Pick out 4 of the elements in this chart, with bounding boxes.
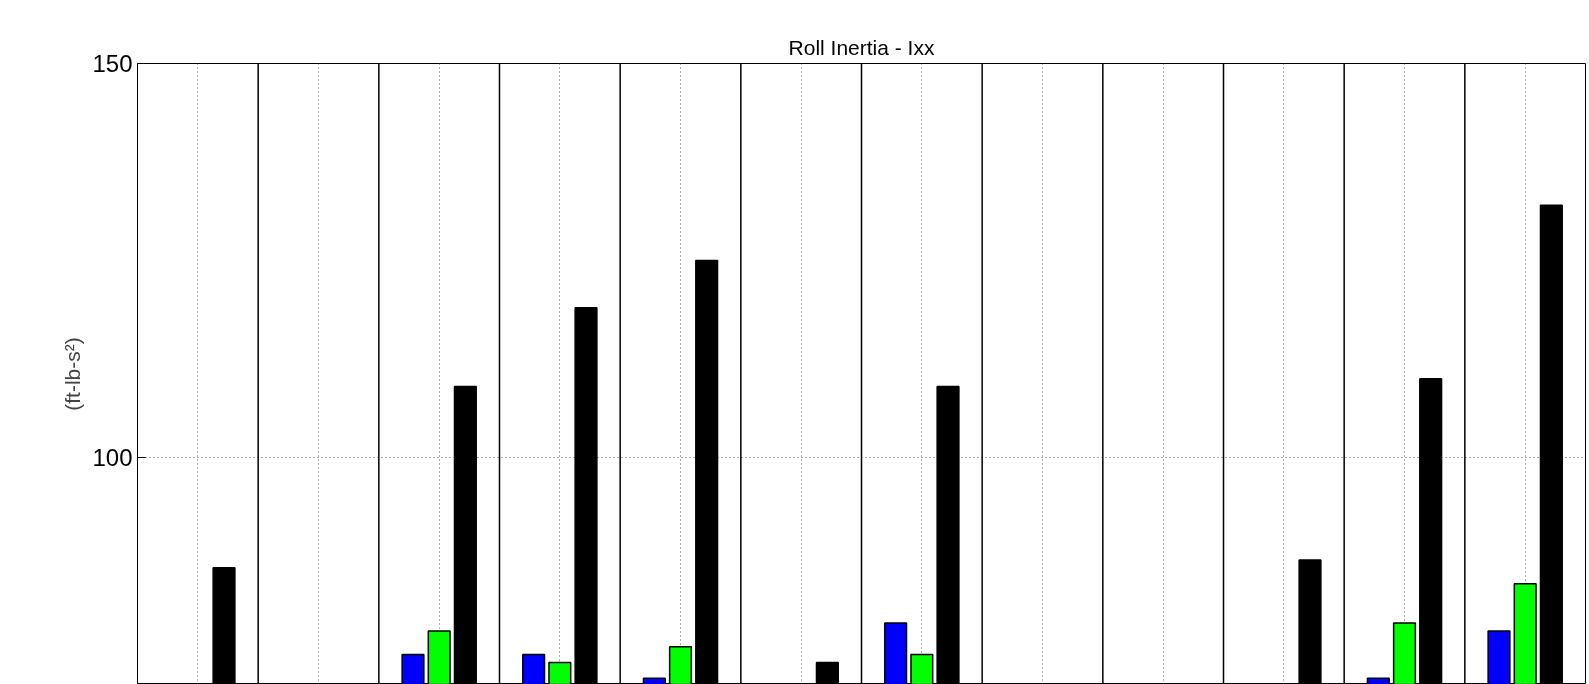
- chart-title: Roll Inertia - Ixx: [788, 35, 935, 59]
- y-tick-label: 150: [92, 50, 133, 77]
- y-tick-label: 100: [92, 444, 133, 472]
- y-axis-title: (ft-lb-s²): [61, 337, 85, 411]
